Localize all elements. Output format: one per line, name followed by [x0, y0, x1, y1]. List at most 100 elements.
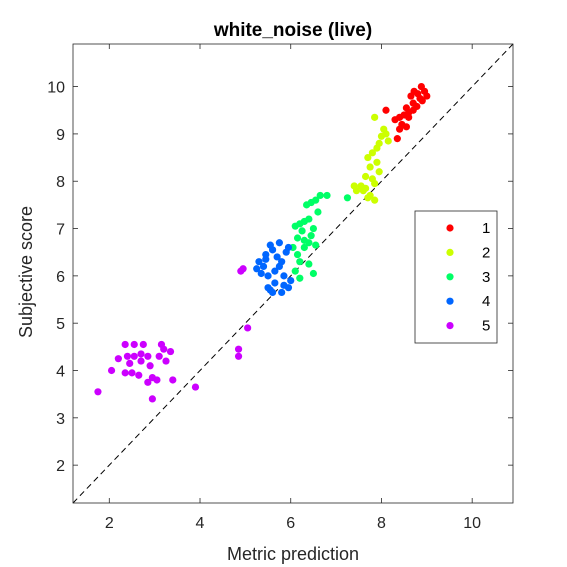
data-point-series-4: [262, 255, 270, 263]
y-tick-label: 6: [56, 269, 65, 286]
data-point-series-5: [166, 347, 175, 356]
data-point-series-3: [309, 224, 318, 233]
data-point-series-5: [162, 357, 170, 365]
data-point-series-3: [291, 222, 299, 230]
data-point-series-2: [366, 163, 374, 171]
data-point-series-1: [395, 125, 404, 133]
data-point-series-4: [278, 288, 286, 297]
data-point-series-5: [107, 366, 116, 375]
data-point-series-4: [280, 272, 288, 280]
data-point-series-4: [257, 269, 265, 278]
data-point-series-3: [298, 227, 306, 235]
legend-marker-4: [446, 297, 454, 305]
x-tick-label: 4: [196, 515, 205, 532]
y-tick-label: 3: [56, 411, 65, 428]
y-tick-label: 8: [56, 174, 65, 191]
y-tick-label: 7: [56, 222, 65, 239]
data-point-series-2: [361, 172, 370, 181]
data-point-series-5: [169, 376, 177, 384]
data-point-series-5: [191, 383, 200, 391]
data-point-series-2: [384, 137, 392, 145]
data-point-series-4: [271, 279, 279, 287]
data-point-series-1: [423, 92, 431, 100]
data-point-series-2: [364, 153, 372, 162]
data-point-series-2: [371, 113, 379, 121]
data-point-series-2: [371, 179, 379, 188]
y-tick-label: 4: [56, 364, 65, 381]
legend-box: [414, 210, 498, 344]
y-tick-label: 10: [47, 80, 65, 97]
legend-label-2: 2: [482, 244, 490, 261]
legend: 1 2 3 4 5: [414, 210, 498, 344]
data-point-series-5: [155, 352, 163, 360]
legend-marker-1: [446, 224, 454, 232]
data-point-series-4: [266, 286, 274, 294]
data-point-series-4: [253, 265, 261, 273]
data-point-series-5: [139, 340, 147, 349]
data-point-series-5: [123, 352, 132, 360]
data-point-series-1: [382, 106, 390, 114]
data-point-series-4: [273, 253, 281, 261]
data-point-series-5: [126, 359, 134, 368]
data-point-series-5: [137, 350, 145, 358]
data-point-series-3: [305, 260, 313, 268]
axes-frame: [72, 43, 514, 504]
data-point-series-5: [234, 352, 243, 360]
data-point-series-4: [275, 262, 283, 271]
data-point-series-5: [121, 369, 129, 377]
legend-marker-2: [446, 248, 454, 256]
data-point-series-5: [146, 362, 154, 370]
data-point-series-5: [153, 376, 161, 384]
x-tick-label: 2: [105, 515, 114, 532]
data-point-series-5: [137, 357, 145, 365]
legend-label-5: 5: [482, 318, 490, 335]
data-point-series-5: [114, 355, 122, 363]
data-point-series-2: [373, 158, 381, 166]
data-point-series-2: [361, 184, 370, 192]
data-point-series-5: [144, 378, 152, 386]
data-point-series-4: [287, 276, 295, 285]
data-point-series-1: [405, 113, 413, 121]
data-point-series-1: [391, 116, 399, 124]
data-point-series-3: [293, 250, 302, 259]
y-tick-label: 9: [56, 127, 65, 144]
legend-label-3: 3: [482, 269, 490, 286]
data-point-series-5: [234, 345, 243, 353]
data-point-series-3: [343, 194, 352, 202]
data-point-series-3: [312, 241, 320, 249]
legend-label-1: 1: [482, 220, 490, 237]
data-point-series-2: [368, 149, 376, 157]
data-point-series-4: [259, 262, 268, 271]
data-point-series-3: [293, 234, 302, 242]
data-point-series-4: [275, 239, 283, 247]
data-point-series-5: [130, 352, 138, 360]
data-point-series-5: [160, 345, 168, 353]
data-point-series-3: [314, 208, 322, 216]
data-point-series-5: [128, 369, 136, 377]
data-point-series-4: [284, 284, 293, 292]
y-axis-label: Subjective score: [16, 206, 36, 338]
data-point-series-2: [373, 144, 381, 152]
data-point-series-5: [144, 352, 152, 360]
x-tick-label: 8: [377, 515, 386, 532]
x-tick-label: 10: [463, 515, 481, 532]
y-tick-label: 2: [56, 458, 65, 475]
data-point-series-3: [323, 191, 331, 200]
data-point-series-4: [271, 267, 279, 275]
y-tick-label: 5: [56, 316, 65, 333]
data-point-series-3: [300, 243, 308, 252]
data-point-series-4: [264, 272, 272, 280]
legend-marker-5: [446, 322, 454, 330]
data-point-series-2: [352, 187, 361, 195]
data-point-series-4: [268, 246, 277, 254]
x-axis-label: Metric prediction: [227, 544, 359, 564]
data-point-series-3: [307, 232, 315, 240]
data-point-series-3: [296, 258, 304, 266]
data-point-series-3: [316, 191, 324, 200]
data-point-series-3: [309, 269, 318, 278]
data-point-series-2: [371, 196, 379, 204]
data-point-series-1: [402, 123, 411, 131]
data-point-series-5: [244, 324, 252, 332]
data-point-series-1: [416, 94, 424, 103]
